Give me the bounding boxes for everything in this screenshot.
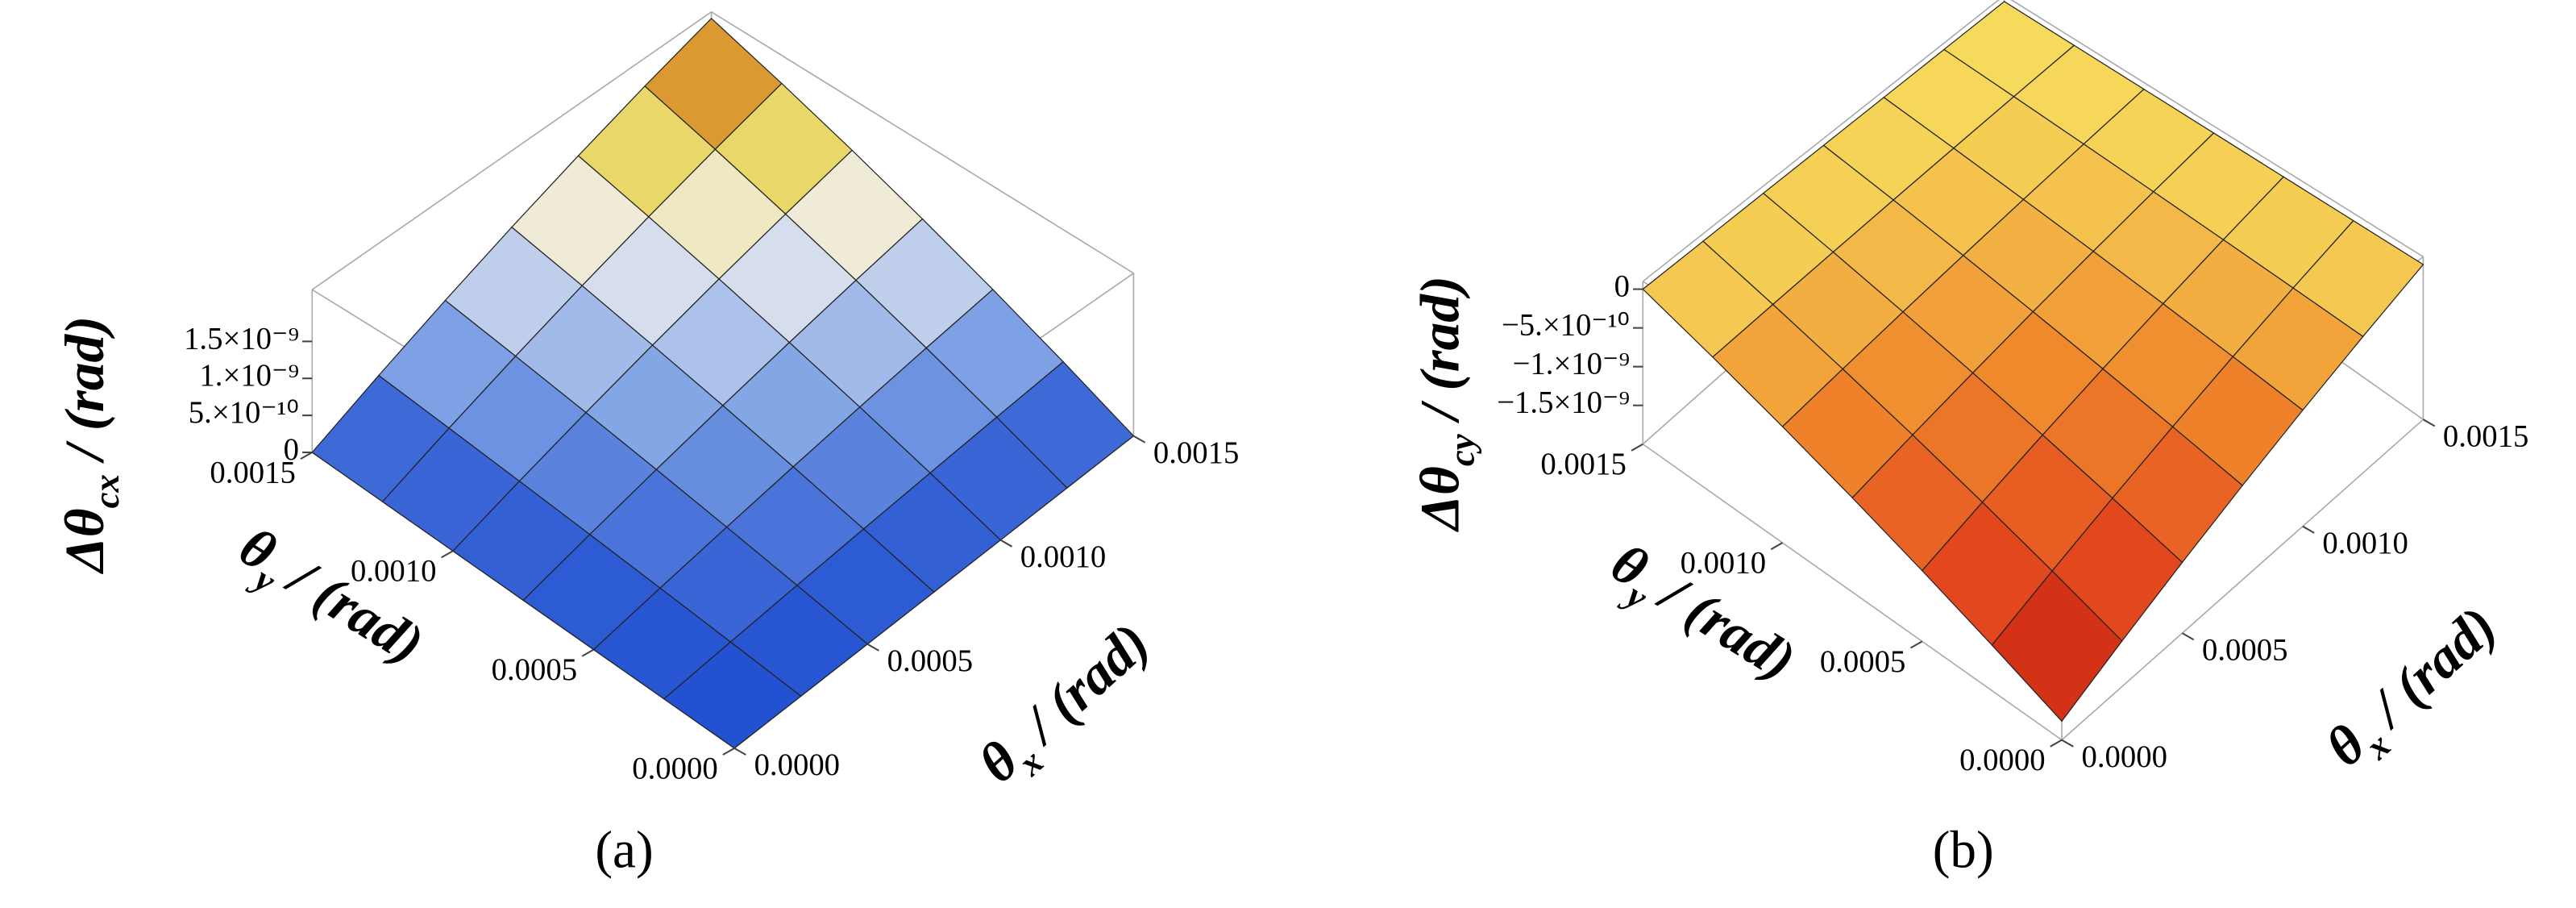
- xlabel-unit: / (rad): [1002, 610, 1161, 763]
- box-edge: [311, 11, 713, 290]
- y-tick: [722, 747, 735, 756]
- ylabel-title: θy / (rad): [223, 514, 434, 685]
- box-edge: [1642, 0, 2000, 282]
- x-tick: [733, 747, 746, 756]
- y-tick: [441, 550, 454, 559]
- x-tick-label: 0.0010: [1020, 539, 1106, 574]
- zlabel-symbol: Δθ: [53, 508, 115, 574]
- xlabel-unit: / (rad): [2349, 594, 2507, 747]
- box-edge: [711, 11, 1134, 274]
- x-tick: [866, 643, 879, 652]
- panel-caption: (a): [595, 821, 653, 879]
- box-edge: [1642, 444, 2063, 741]
- zlabel-unit: / (rad): [53, 316, 115, 474]
- y-tick-label: 0.0005: [1820, 644, 1905, 679]
- zlabel-title: Δθcx / (rad): [53, 316, 127, 575]
- y-tick: [2050, 739, 2063, 748]
- y-tick-label: 0.0005: [492, 652, 577, 687]
- x-tick-label: 0.0015: [1153, 435, 1239, 470]
- z-tick-label: −1.×10⁻⁹: [1513, 347, 1630, 381]
- zlabel-symbol: Δθ: [1409, 466, 1471, 532]
- y-tick-label: 0.0000: [632, 751, 717, 785]
- zlabel-subscript: cx: [86, 474, 127, 508]
- z-tick-label: 0: [284, 432, 299, 467]
- x-tick-label: 0.0015: [2443, 419, 2528, 454]
- y-tick: [1770, 542, 1784, 551]
- x-tick: [2181, 632, 2195, 641]
- y-tick: [300, 452, 313, 460]
- box-edge: [2061, 419, 2424, 741]
- y-tick-label: 0.0010: [1681, 545, 1766, 580]
- y-tick: [581, 648, 594, 657]
- x-tick-label: 0.0000: [754, 748, 840, 782]
- z-tick-label: 1.5×10⁻⁹: [184, 321, 299, 356]
- x-tick: [2422, 419, 2436, 427]
- z-tick-label: 5.×10⁻¹⁰: [189, 395, 299, 430]
- x-tick: [2061, 739, 2074, 748]
- x-tick: [2302, 525, 2315, 534]
- y-tick-label: 0.0015: [210, 455, 295, 489]
- zlabel-title: Δθcy / (rad): [1409, 276, 1482, 533]
- y-tick: [1631, 443, 1643, 452]
- z-tick-label: −5.×10⁻¹⁰: [1502, 308, 1630, 343]
- y-tick-label: 0.0010: [351, 554, 436, 589]
- x-tick-label: 0.0005: [887, 644, 973, 678]
- y-tick-label: 0.0000: [1959, 743, 2045, 777]
- z-tick-label: −1.5×10⁻⁹: [1497, 385, 1630, 420]
- x-tick-label: 0.0010: [2322, 526, 2408, 560]
- z-tick-label: 1.×10⁻⁹: [199, 358, 299, 393]
- zlabel-subscript: cy: [1442, 433, 1482, 466]
- surface-patch: [1991, 570, 2123, 723]
- x-tick: [1132, 435, 1146, 444]
- zlabel-unit: / (rad): [1409, 276, 1471, 434]
- x-tick-label: 0.0005: [2202, 633, 2287, 668]
- xlabel-title: θx / (rad): [2314, 594, 2516, 786]
- z-tick-label: 0: [1614, 269, 1630, 303]
- x-tick-label: 0.0000: [2081, 739, 2167, 774]
- box-edge: [2010, 0, 2424, 258]
- y-tick-label: 0.0015: [1540, 447, 1626, 481]
- surface-patch: [663, 641, 802, 749]
- x-tick: [999, 539, 1013, 548]
- y-tick: [1909, 640, 1923, 649]
- xlabel-title: θx / (rad): [966, 610, 1168, 802]
- panel-caption: (b): [1933, 821, 1994, 879]
